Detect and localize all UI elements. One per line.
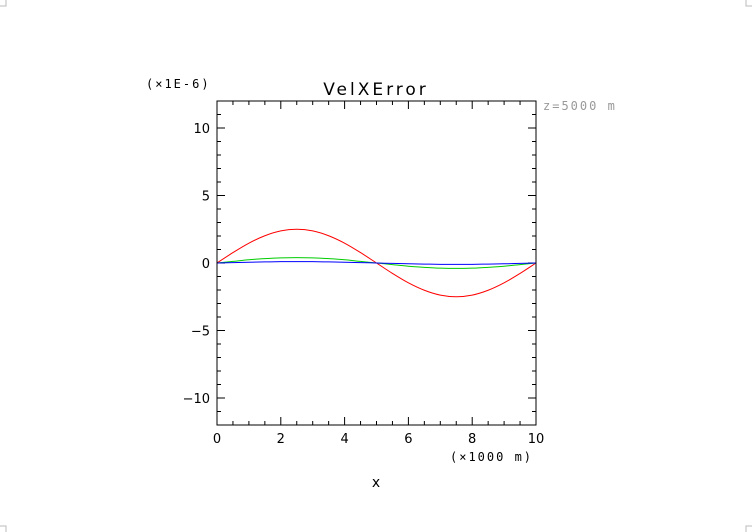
- x-tick-label: 0: [213, 432, 221, 447]
- series-line-3: [216, 261, 537, 265]
- series-lines: [216, 228, 537, 298]
- x-tick-label: 10: [528, 432, 545, 447]
- corner-mark-top-left: [0, 0, 7, 7]
- chart-title: VelXError: [323, 80, 429, 100]
- plot-frame: [216, 100, 537, 426]
- corner-mark-bottom-right: [745, 525, 752, 532]
- y-tick-label: −5: [191, 325, 210, 340]
- x-tick-label: 6: [404, 432, 412, 447]
- y-tick-label: 5: [202, 190, 210, 205]
- x-axis-label: x: [372, 475, 380, 491]
- y-multiplier-label: (×1E-6): [146, 77, 211, 91]
- x-tick-label: 2: [277, 432, 285, 447]
- y-tick-label: −10: [183, 392, 210, 407]
- y-tick-label: 10: [193, 122, 210, 137]
- axis-tick-labels: 0 2 4 6 8 10 −10 −5 0 5 10: [183, 122, 545, 447]
- x-tick-label: 4: [340, 432, 348, 447]
- x-unit-label: (×1000 m): [450, 450, 533, 464]
- y-tick-label: 0: [202, 257, 210, 272]
- x-tick-label: 8: [468, 432, 476, 447]
- depth-annotation: z=5000 m: [543, 99, 617, 113]
- corner-mark-top-right: [745, 0, 752, 7]
- corner-mark-bottom-left: [0, 525, 7, 532]
